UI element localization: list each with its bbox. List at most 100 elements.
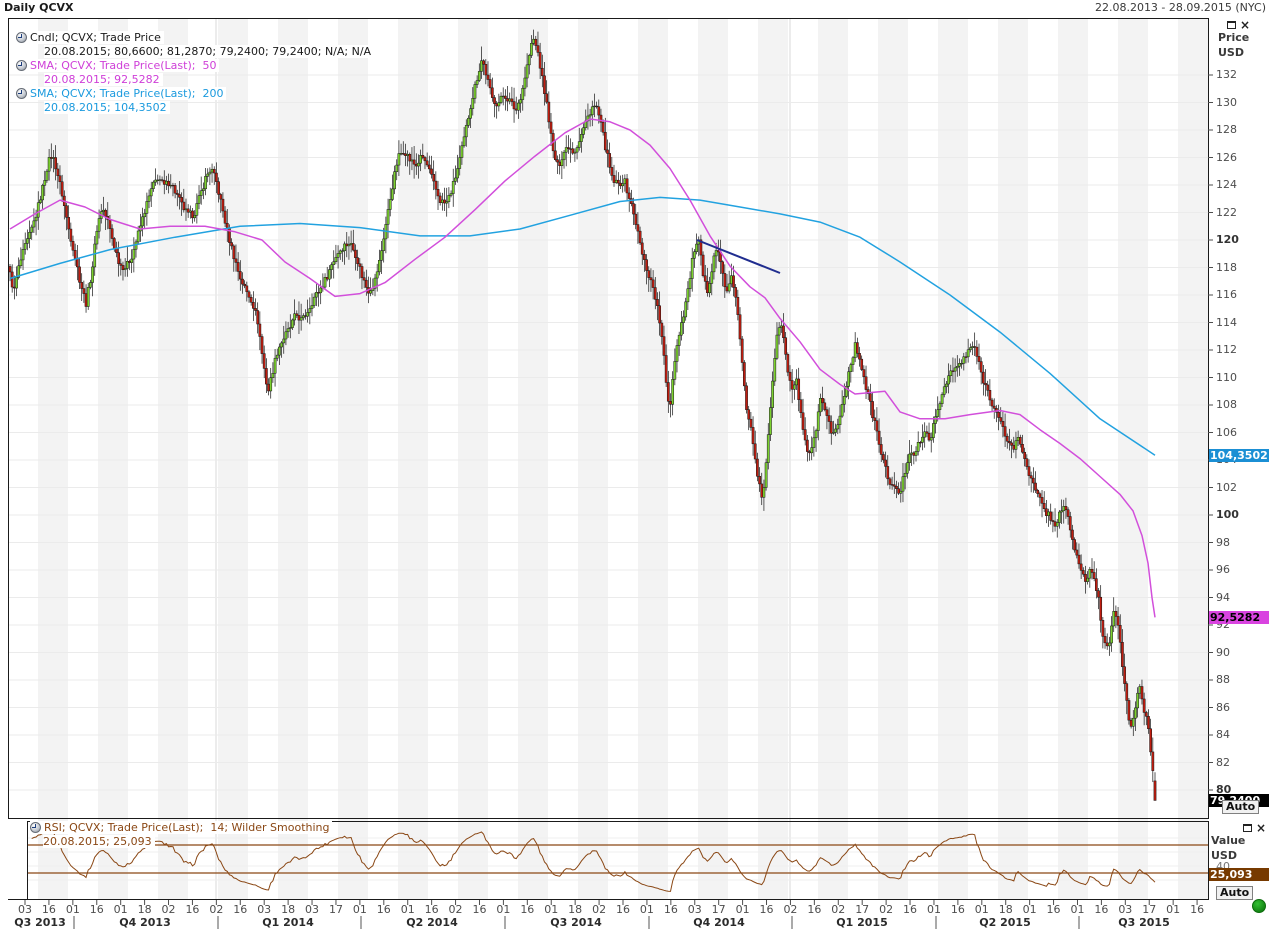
price-tick-label: 120 [1216,233,1239,246]
time-tick-label: 16 [807,903,822,916]
time-tick-label: 16 [472,903,487,916]
background-bands [38,18,1208,899]
legend-sma50-values: 20.08.2015; 92,5282 [44,73,163,86]
value-axis-currency: USD [1211,849,1237,862]
sma50-line[interactable] [9,118,1156,618]
legend-candle-series[interactable]: Cndl; QCVX; Trade Price [16,31,164,44]
trendline-annotation[interactable] [696,239,781,274]
time-tick-label: 02 [592,903,607,916]
rsi-axis-auto-button[interactable]: Auto [1216,886,1254,900]
time-tick-label: 02 [161,903,176,916]
legend-sma50-series[interactable]: SMA; QCVX; Trade Price(Last); 50 [16,59,220,72]
history-clock-icon [16,32,27,43]
legend-sma200-series[interactable]: SMA; QCVX; Trade Price(Last); 200 [16,87,227,100]
maximize-icon[interactable] [1227,21,1236,29]
time-tick-label: 16 [424,903,439,916]
time-tick-label: 18 [568,903,583,916]
price-tick-label: 98 [1216,535,1230,549]
maximize-icon[interactable] [1243,824,1252,832]
time-tick-label: 03 [18,903,32,916]
value-axis-title: Value [1211,834,1246,847]
time-tick-label: 16 [616,903,630,916]
time-tick-label: 01 [65,903,80,916]
time-tick-label: 02 [448,903,463,916]
history-clock-icon [16,88,27,99]
time-tick-label: 18 [137,903,152,916]
close-icon[interactable]: × [1256,821,1267,835]
legend-candle-name: Cndl; QCVX; Trade Price [30,31,161,44]
time-tick-label: 01 [544,903,559,916]
price-tick-label: 100 [1216,508,1239,521]
quarter-label: Q2 2014 [406,916,458,929]
time-tick-label: 01 [113,903,128,916]
time-tick-label: 18 [998,903,1013,916]
price-tick-label: 124 [1216,178,1237,191]
price-tick-label: 116 [1216,288,1237,301]
price-tick-label: 112 [1216,343,1237,356]
rsi-value-tag[interactable]: 25,093 [1209,868,1269,881]
sma200-price-tag[interactable]: 104,3502 [1209,448,1269,462]
price-axis-title: Price [1218,31,1250,44]
price-tick-label: 118 [1216,260,1237,274]
legend-rsi-series[interactable]: RSI; QCVX; Trade Price(Last); 14; Wilder… [30,821,333,834]
candlestick-series [8,29,1157,801]
time-tick-label: 16 [89,903,104,916]
chart-title: Daily QCVX [4,1,74,14]
rsi-line [31,830,1156,892]
price-tick-label: 90 [1216,645,1230,659]
price-tick-label: 80 [1216,783,1232,796]
legend-candle-values: 20.08.2015; 80,6600; 81,2870; 79,2400; 7… [44,45,375,58]
quarter-label: Q3 2013 [14,916,66,929]
price-tick-label: 86 [1216,700,1230,714]
legend-sma50-name: SMA; QCVX; Trade Price(Last); 50 [30,59,217,72]
legend-sma200-values: 20.08.2015; 104,3502 [44,101,170,114]
time-tick-label: 17 [1142,903,1157,916]
time-tick-label: 16 [1046,903,1061,916]
time-tick-label: 01 [926,903,941,916]
price-tick-label: 84 [1216,728,1230,741]
history-clock-icon [16,60,27,71]
time-tick-label: 16 [520,903,535,916]
price-tick-label: 114 [1216,315,1237,329]
time-tick-label: 01 [400,903,415,916]
price-axis-currency: USD [1218,46,1244,59]
time-tick-label: 16 [376,903,391,916]
time-tick-label: 16 [1094,903,1109,916]
price-tick-label: 122 [1216,205,1237,219]
quarter-label: Q3 2014 [550,916,602,929]
time-tick-label: 02 [783,903,798,916]
time-tick-label: 01 [496,903,511,916]
quarter-label: Q1 2015 [836,916,888,929]
time-tick-label: 01 [1070,903,1085,916]
time-tick-label: 03 [305,903,320,916]
time-tick-label: 17 [711,903,726,916]
quarter-label: Q3 2015 [1118,916,1170,929]
main-panel-window-controls: × [1227,18,1251,32]
price-axis-ticks [1208,74,1213,791]
history-clock-icon [30,822,41,833]
price-tick-label: 130 [1216,95,1237,109]
time-tick-label: 01 [352,903,367,916]
time-tick-label: 17 [328,903,343,916]
price-tick-label: 88 [1216,673,1230,686]
price-tick-label: 128 [1216,123,1237,136]
quarter-label: Q4 2014 [693,916,745,929]
rsi-panel-window-controls: × [1243,821,1267,835]
time-tick-label: 16 [185,903,200,916]
legend-rsi-name: RSI; QCVX; Trade Price(Last); 14; Wilder… [44,821,330,834]
time-tick-label: 16 [663,903,678,916]
sma200-line[interactable] [9,196,1156,456]
time-tick-label: 16 [41,903,56,916]
price-axis-auto-button[interactable]: Auto [1222,800,1260,814]
time-tick-label: 01 [974,903,989,916]
quarter-label: Q4 2013 [119,916,171,929]
close-icon[interactable]: × [1240,18,1251,32]
price-tick-label: 94 [1216,590,1230,604]
sma50-price-tag[interactable]: 92,5282 [1209,611,1269,625]
price-tick-label: 126 [1216,150,1237,164]
rsi-series[interactable] [28,830,1208,892]
time-tick-label: 16 [950,903,965,916]
connection-status-indicator[interactable] [1252,899,1266,913]
